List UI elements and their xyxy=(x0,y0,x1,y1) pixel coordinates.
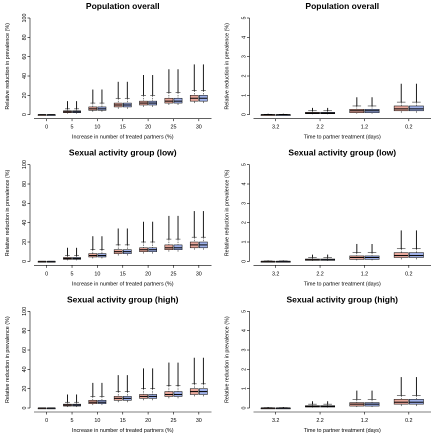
x-tick-label: 15 xyxy=(120,418,126,424)
y-tick-label: 0 xyxy=(242,407,248,410)
chart-panel-2: Sexual activity group (low)020406080100R… xyxy=(5,148,212,287)
y-axis-label: Relative reduction in prevalence (%) xyxy=(225,23,231,110)
y-tick-label: 2 xyxy=(242,221,248,224)
x-axis-label: Time to partner treatment (days) xyxy=(304,135,381,141)
y-tick-label: 100 xyxy=(22,14,28,23)
y-tick-label: 20 xyxy=(22,386,28,392)
y-tick-label: 40 xyxy=(22,220,28,226)
x-tick-label: 15 xyxy=(120,271,126,277)
y-tick-label: 5 xyxy=(242,17,248,20)
panel-title: Sexual activity group (low) xyxy=(288,148,396,158)
panel-title: Sexual activity group (low) xyxy=(69,148,177,158)
y-axis-label: Relative reduction in prevalence (%) xyxy=(5,316,11,403)
x-tick-label: 3.2 xyxy=(272,418,280,424)
y-tick-label: 4 xyxy=(242,183,248,186)
y-tick-label: 2 xyxy=(242,75,248,78)
y-tick-label: 40 xyxy=(22,73,28,79)
y-tick-label: 4 xyxy=(242,36,248,39)
y-tick-label: 80 xyxy=(22,181,28,187)
x-axis-label: Time to partner treatment (days) xyxy=(304,428,381,434)
y-tick-label: 3 xyxy=(242,349,248,352)
y-tick-label: 20 xyxy=(22,92,28,98)
y-tick-label: 4 xyxy=(242,329,248,332)
x-tick-label: 15 xyxy=(120,125,126,131)
x-tick-label: 3.2 xyxy=(272,271,280,277)
x-tick-label: 2.2 xyxy=(316,125,324,131)
x-tick-label: 3.2 xyxy=(272,125,280,131)
y-tick-label: 0 xyxy=(22,260,28,263)
x-axis-label: Increase in number of treated partners (… xyxy=(72,135,174,141)
y-tick-label: 5 xyxy=(242,310,248,313)
y-tick-label: 3 xyxy=(242,55,248,58)
chart-panel-1: Population overall 0 1 2 3 4 5 Relative reducti… xyxy=(225,1,431,141)
x-tick-label: 25 xyxy=(170,125,176,131)
y-tick-label: 60 xyxy=(22,54,28,60)
x-tick-label: 10 xyxy=(94,271,100,277)
x-tick-label: 30 xyxy=(196,125,202,131)
chart-panel-5: Sexual activity group (high) 0 1 2 3 4 5 Relati… xyxy=(225,294,431,434)
x-tick-label: 10 xyxy=(94,418,100,424)
y-axis-label: Relative reduction in prevalence (%) xyxy=(225,170,231,257)
x-tick-label: 30 xyxy=(196,418,202,424)
y-tick-label: 3 xyxy=(242,202,248,205)
panel-title: Population overall xyxy=(305,1,379,11)
y-tick-label: 1 xyxy=(242,241,248,244)
chart-panel-3: Sexual activity group (low) 0 1 2 3 4 5 Relativ… xyxy=(225,148,431,287)
x-tick-label: 5 xyxy=(71,271,74,277)
x-tick-label: 5 xyxy=(71,125,74,131)
x-tick-label: 5 xyxy=(71,418,74,424)
x-tick-label: 1.2 xyxy=(361,418,369,424)
x-tick-label: 25 xyxy=(170,418,176,424)
x-axis-label: Time to partner treatment (days) xyxy=(304,281,381,287)
y-tick-label: 2 xyxy=(242,368,248,371)
x-tick-label: 20 xyxy=(145,271,151,277)
y-axis-label: Relative reduction in prevalence (%) xyxy=(225,316,231,403)
y-tick-label: 80 xyxy=(22,328,28,334)
x-tick-label: 1.2 xyxy=(361,271,369,277)
y-tick-label: 40 xyxy=(22,366,28,372)
x-axis-label: Increase in number of treated partners (… xyxy=(72,281,174,287)
x-tick-label: 0 xyxy=(45,418,48,424)
x-tick-label: 0 xyxy=(45,271,48,277)
panel-title: Sexual activity group (high) xyxy=(287,294,399,304)
y-tick-label: 80 xyxy=(22,34,28,40)
y-tick-label: 60 xyxy=(22,200,28,206)
y-tick-label: 0 xyxy=(242,113,248,116)
x-tick-label: 20 xyxy=(145,418,151,424)
x-tick-label: 20 xyxy=(145,125,151,131)
y-tick-label: 1 xyxy=(242,94,248,97)
x-tick-label: 2.2 xyxy=(316,418,324,424)
y-axis-label: Relative reduction in prevalence (%) xyxy=(5,23,11,110)
y-tick-label: 100 xyxy=(22,307,28,316)
x-tick-label: 2.2 xyxy=(316,271,324,277)
x-tick-label: 25 xyxy=(170,271,176,277)
y-axis-label: Relative reduction in prevalence (%) xyxy=(5,170,11,257)
x-tick-label: 0.2 xyxy=(405,271,413,277)
y-tick-label: 20 xyxy=(22,239,28,245)
x-tick-label: 10 xyxy=(94,125,100,131)
y-tick-label: 0 xyxy=(22,407,28,410)
panel-title: Population overall xyxy=(86,1,160,11)
y-tick-label: 100 xyxy=(22,160,28,169)
chart-panel-4: Sexual activity group (high)020406080100… xyxy=(5,294,212,434)
x-tick-label: 30 xyxy=(196,271,202,277)
x-tick-label: 0.2 xyxy=(405,125,413,131)
x-tick-label: 0.2 xyxy=(405,418,413,424)
x-tick-label: 1.2 xyxy=(361,125,369,131)
y-tick-label: 5 xyxy=(242,163,248,166)
panel-title: Sexual activity group (high) xyxy=(67,294,179,304)
x-axis-label: Increase in number of treated partners (… xyxy=(72,428,174,434)
y-tick-label: 0 xyxy=(22,113,28,116)
y-tick-label: 0 xyxy=(242,260,248,263)
y-tick-label: 1 xyxy=(242,387,248,390)
y-tick-label: 60 xyxy=(22,347,28,353)
x-tick-label: 0 xyxy=(45,125,48,131)
